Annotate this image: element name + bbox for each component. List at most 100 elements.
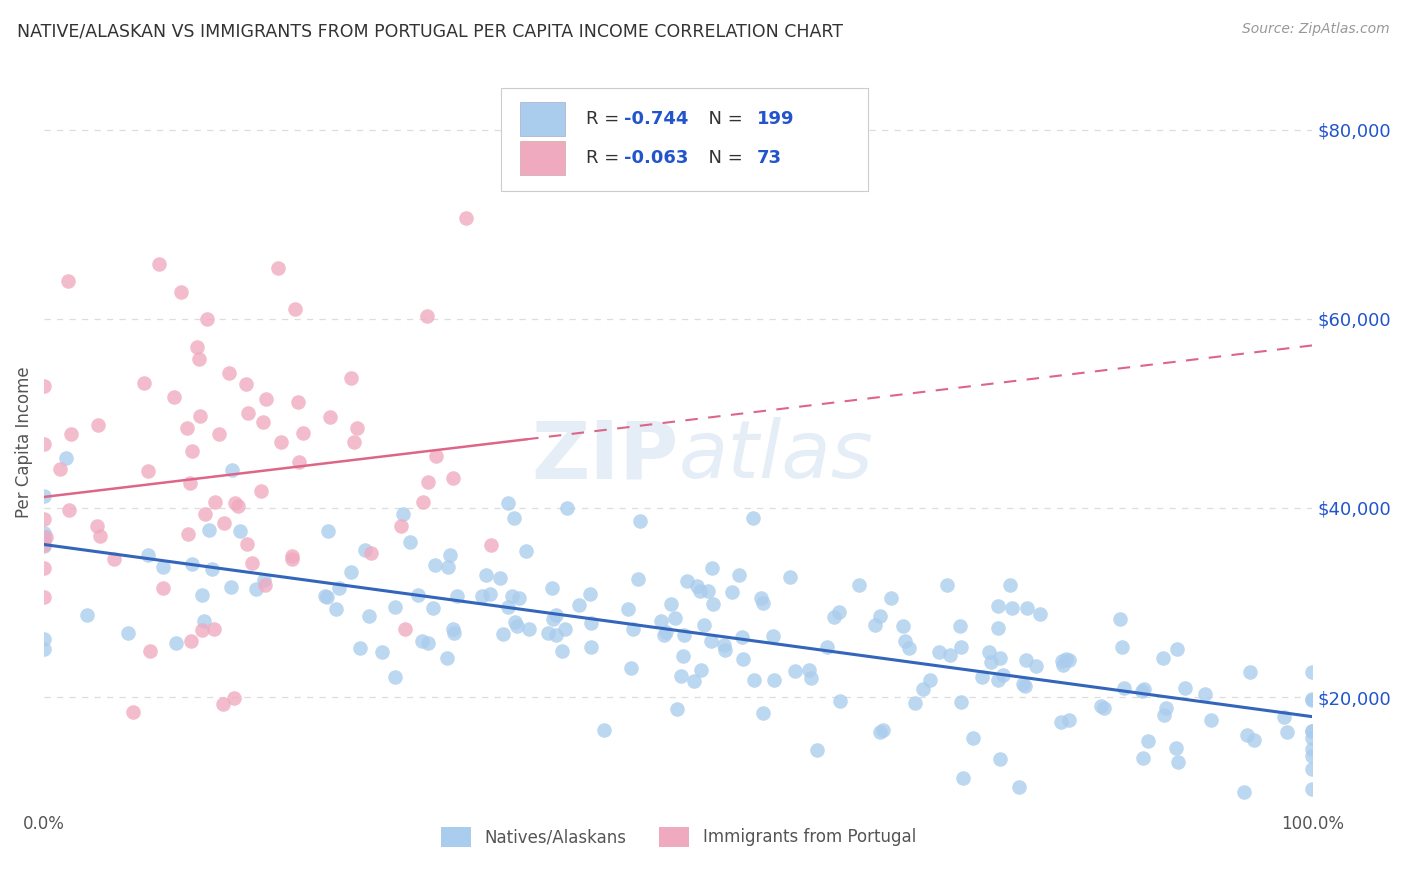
Point <box>1153 708 1175 723</box>
Point <box>58 503 80 517</box>
Point <box>412 494 434 508</box>
Point <box>479 587 502 601</box>
Point <box>713 638 735 652</box>
Point <box>179 476 201 491</box>
Point <box>869 724 891 739</box>
Point <box>32 533 55 547</box>
Point <box>32 561 55 575</box>
Point <box>353 542 375 557</box>
Point <box>270 435 292 450</box>
Text: NATIVE/ALASKAN VS IMMIGRANTS FROM PORTUGAL PER CAPITA INCOME CORRELATION CHART: NATIVE/ALASKAN VS IMMIGRANTS FROM PORTUG… <box>17 22 842 40</box>
Text: 199: 199 <box>756 111 794 128</box>
Point <box>1025 659 1047 673</box>
Point <box>177 527 200 541</box>
Point <box>830 694 852 708</box>
Text: 73: 73 <box>756 149 782 167</box>
Point <box>568 599 591 613</box>
Point <box>1008 780 1031 795</box>
Point <box>384 670 406 684</box>
Point <box>938 648 960 662</box>
Point <box>392 507 415 521</box>
Point <box>1166 641 1188 656</box>
Point <box>32 526 55 541</box>
Point <box>652 628 675 642</box>
Point <box>360 546 382 560</box>
Point <box>32 490 55 504</box>
FancyBboxPatch shape <box>520 141 565 175</box>
Point <box>32 632 55 646</box>
Point <box>1301 693 1323 707</box>
Point <box>218 366 240 380</box>
Point <box>872 723 894 737</box>
Point <box>314 589 336 603</box>
Point <box>340 566 363 580</box>
Point <box>32 539 55 553</box>
Point <box>1029 607 1052 621</box>
Point <box>1132 750 1154 764</box>
Point <box>911 681 934 696</box>
Point <box>1132 683 1154 698</box>
Point <box>949 640 972 655</box>
Point <box>696 584 718 599</box>
Point <box>134 376 156 391</box>
Point <box>318 524 340 538</box>
Y-axis label: Per Capita Income: Per Capita Income <box>15 366 32 517</box>
Point <box>991 667 1014 681</box>
Point <box>1114 681 1136 695</box>
Point <box>515 544 537 558</box>
Point <box>952 771 974 785</box>
Point <box>1133 682 1156 697</box>
Point <box>193 508 215 522</box>
Point <box>1301 723 1323 738</box>
Point <box>496 496 519 510</box>
Point <box>315 590 337 604</box>
Point <box>181 444 204 458</box>
Point <box>865 617 887 632</box>
Point <box>541 581 564 595</box>
Point <box>418 475 440 489</box>
Point <box>779 570 801 584</box>
Point <box>1275 725 1298 739</box>
Point <box>669 669 692 683</box>
Point <box>988 752 1011 766</box>
Point <box>418 636 440 650</box>
Point <box>195 311 218 326</box>
Point <box>399 534 422 549</box>
Point <box>1054 652 1077 666</box>
Point <box>245 582 267 597</box>
Point <box>541 612 564 626</box>
Point <box>752 597 775 611</box>
Point <box>689 583 711 598</box>
Point <box>221 463 243 477</box>
Point <box>343 434 366 449</box>
Point <box>800 671 823 685</box>
Point <box>828 605 851 619</box>
Point <box>898 641 921 656</box>
Point <box>1164 741 1187 756</box>
Point <box>181 557 204 571</box>
Point <box>763 673 786 688</box>
Point <box>1090 698 1112 713</box>
Point <box>152 560 174 574</box>
Point <box>503 511 526 525</box>
Point <box>439 549 461 563</box>
Point <box>170 285 193 299</box>
Point <box>212 697 235 711</box>
Point <box>208 427 231 442</box>
Point <box>441 623 464 637</box>
Point <box>1057 653 1080 667</box>
Point <box>190 588 212 602</box>
Point <box>749 591 772 606</box>
Point <box>238 406 260 420</box>
Point <box>349 641 371 656</box>
FancyBboxPatch shape <box>501 87 869 191</box>
Point <box>284 301 307 316</box>
Point <box>891 619 914 633</box>
Point <box>1233 784 1256 798</box>
Point <box>287 394 309 409</box>
Point <box>193 615 215 629</box>
Point <box>212 516 235 531</box>
Point <box>1111 640 1133 655</box>
Point <box>823 610 845 624</box>
Point <box>557 501 579 516</box>
